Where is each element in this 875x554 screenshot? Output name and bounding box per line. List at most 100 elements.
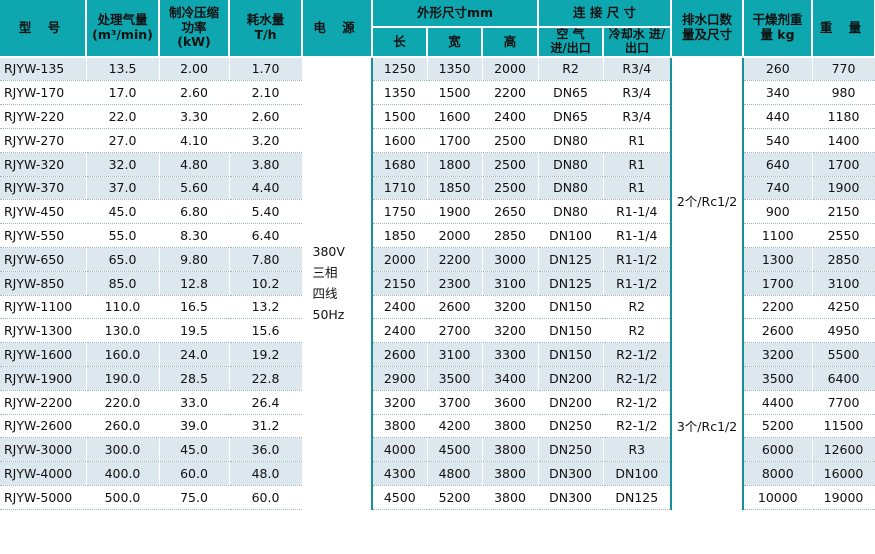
cell-model: RJYW-370	[0, 176, 87, 201]
cell-height: 2000	[482, 56, 539, 82]
cell-air-volume: 22.0	[86, 104, 160, 129]
header-water-label: 耗水量	[246, 12, 285, 28]
cell-weight: 11500	[812, 414, 875, 439]
cell-weight: 1180	[812, 104, 875, 129]
cell-air-connection: DN80	[538, 128, 604, 153]
cell-air-connection: DN300	[538, 485, 604, 510]
cell-air-connection: DN100	[538, 223, 604, 248]
cell-cooling-connection: R3/4	[603, 80, 672, 106]
cell-air-connection: DN65	[538, 80, 604, 106]
header-weight: 重 量	[812, 0, 875, 58]
cell-desiccant: 260	[743, 56, 813, 82]
cell-cooling-power: 45.0	[159, 437, 230, 463]
cell-height: 3100	[482, 271, 539, 296]
cell-cooling-connection: R1-1/4	[603, 199, 672, 225]
cell-length: 1350	[372, 80, 428, 106]
table-row: RJYW-850 85.0 12.8 10.2 2150 2300 3100 DN125 R1-…	[0, 271, 875, 296]
header-water-unit: T/h	[254, 26, 277, 42]
cell-width: 4200	[427, 414, 483, 439]
cell-model: RJYW-550	[0, 223, 87, 248]
cell-model: RJYW-3000	[0, 437, 87, 463]
header-cooling-label: 制冷压缩功率	[168, 5, 219, 35]
header-height: 高	[482, 27, 540, 58]
cell-width: 1350	[427, 56, 483, 82]
cell-drain-group: 3个/Rc1/2	[670, 342, 745, 510]
cell-weight: 3100	[812, 271, 875, 296]
cell-desiccant: 340	[743, 80, 813, 106]
cell-model: RJYW-2200	[0, 390, 87, 415]
table-row: RJYW-220 22.0 3.30 2.60 1500 1600 2400 DN65 R3/4…	[0, 104, 875, 129]
cell-cooling-power: 75.0	[159, 485, 230, 510]
cell-drain-group: 2个/Rc1/2	[670, 56, 745, 343]
cell-air-connection: DN250	[538, 414, 604, 439]
cell-air-connection: DN150	[538, 342, 604, 367]
cell-cooling-connection: R1-1/4	[603, 223, 672, 248]
cell-model: RJYW-650	[0, 247, 87, 272]
table-row: RJYW-1600 160.0 24.0 19.2 2600 3100 3300 DN150 R…	[0, 342, 875, 510]
cell-length: 1500	[372, 104, 428, 129]
cell-water: 4.40	[229, 176, 303, 201]
cell-weight: 4950	[812, 318, 875, 344]
cell-weight: 1900	[812, 176, 875, 201]
cell-desiccant: 5200	[743, 414, 813, 439]
cell-width: 2200	[427, 247, 483, 272]
table-row: RJYW-550 55.0 8.30 6.40 1850 2000 2850 DN100 R1-…	[0, 223, 875, 248]
cell-air-volume: 85.0	[86, 271, 160, 296]
cell-weight: 4250	[812, 295, 875, 320]
cell-cooling-connection: R3/4	[603, 56, 672, 82]
header-cooling-unit: (kW)	[177, 33, 211, 49]
cell-height: 3300	[482, 342, 539, 367]
cell-desiccant: 740	[743, 176, 813, 201]
cell-air-volume: 65.0	[86, 247, 160, 272]
cell-desiccant: 900	[743, 199, 813, 225]
cell-desiccant: 3200	[743, 342, 813, 367]
cell-width: 1700	[427, 128, 483, 153]
cell-width: 2600	[427, 295, 483, 320]
cell-air-volume: 160.0	[86, 342, 160, 367]
cell-height: 2500	[482, 176, 539, 201]
cell-water: 3.20	[229, 128, 303, 153]
cell-air-volume: 110.0	[86, 295, 160, 320]
power-supply-line: 四线	[312, 286, 338, 302]
cell-air-volume: 32.0	[86, 152, 160, 177]
cell-width: 4800	[427, 461, 483, 486]
cell-weight: 6400	[812, 366, 875, 391]
cell-cooling-connection: R2-1/2	[603, 366, 672, 391]
cell-air-volume: 500.0	[86, 485, 160, 510]
cell-cooling-power: 4.80	[159, 152, 230, 177]
header-cooling-power: 制冷压缩功率 (kW)	[159, 0, 230, 58]
table-row: RJYW-2600 260.0 39.0 31.2 3800 4200 3800 DN250 R…	[0, 414, 875, 439]
power-supply-line: 50Hz	[312, 307, 345, 323]
cell-cooling-power: 19.5	[159, 318, 230, 344]
cell-height: 3400	[482, 366, 539, 391]
cell-height: 3800	[482, 414, 539, 439]
cell-height: 3800	[482, 485, 539, 510]
cell-water: 48.0	[229, 461, 303, 486]
table-row: RJYW-2200 220.0 33.0 26.4 3200 3700 3600 DN200 R…	[0, 390, 875, 415]
table-row: RJYW-450 45.0 6.80 5.40 1750 1900 2650 DN80 R1-1…	[0, 199, 875, 225]
header-dimensions: 外形尺寸mm	[372, 0, 540, 28]
cell-cooling-connection: DN100	[603, 461, 672, 486]
cell-water: 2.60	[229, 104, 303, 129]
cell-water: 31.2	[229, 414, 303, 439]
cell-air-volume: 300.0	[86, 437, 160, 463]
cell-weight: 19000	[812, 485, 875, 510]
spec-table: 型 号 处理气量 (m³/min) 制冷压缩功率 (kW) 耗水量 T/h 电 …	[0, 0, 875, 510]
cell-cooling-power: 5.60	[159, 176, 230, 201]
cell-water: 10.2	[229, 271, 303, 296]
cell-water: 36.0	[229, 437, 303, 463]
cell-height: 2650	[482, 199, 539, 225]
cell-width: 1600	[427, 104, 483, 129]
cell-model: RJYW-4000	[0, 461, 87, 486]
cell-cooling-power: 8.30	[159, 223, 230, 248]
cell-length: 4500	[372, 485, 428, 510]
table-row: RJYW-1100 110.0 16.5 13.2 2400 2600 3200 DN150 R…	[0, 295, 875, 320]
cell-cooling-power: 6.80	[159, 199, 230, 225]
cell-desiccant: 640	[743, 152, 813, 177]
cell-weight: 12600	[812, 437, 875, 463]
header-air-volume: 处理气量 (m³/min)	[86, 0, 160, 58]
cell-cooling-connection: R1	[603, 152, 672, 177]
header-width: 宽	[427, 27, 483, 58]
cell-length: 1850	[372, 223, 428, 248]
cell-desiccant: 440	[743, 104, 813, 129]
